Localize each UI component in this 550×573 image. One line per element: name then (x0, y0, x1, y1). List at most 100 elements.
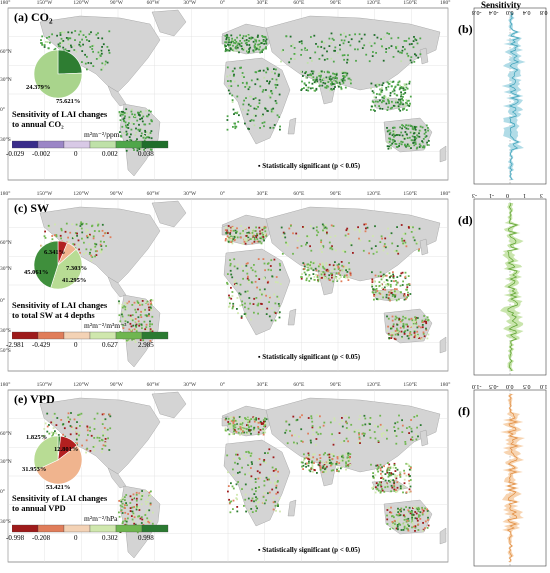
colorbar-value: 0.002 (102, 150, 118, 158)
colorbar-swatch (37, 140, 65, 149)
uncertainty-band (500, 203, 524, 371)
uncertainty-band (500, 394, 526, 562)
x-tick: 0.5 (523, 383, 531, 389)
lon-tick: 60°E (293, 382, 305, 388)
panel-label: (f) (458, 404, 470, 418)
pie-slice (50, 248, 83, 290)
side-panel-b: (b) -0.8 -0.4 0.0 0.4 0.8 (458, 0, 550, 188)
colorbar-swatch (12, 331, 39, 340)
colorbar-swatch (89, 331, 117, 340)
colorbar-value: 0.998 (138, 534, 154, 542)
colorbar-value: 0.038 (138, 150, 154, 158)
colorbar-swatch (115, 331, 143, 340)
significance-note: ▪ Statistically significant (p < 0.05) (258, 162, 361, 170)
sensitivity-profile (473, 389, 547, 567)
colorbar-swatch (37, 331, 65, 340)
colorbar-unit: m²m⁻²/m³m⁻³ (84, 321, 127, 330)
colorbar-swatch (63, 524, 91, 533)
lon-tick: 150°E (403, 0, 418, 6)
pie-chart (33, 49, 83, 99)
colorbar-swatch (12, 140, 39, 149)
colorbar (12, 331, 169, 340)
lon-tick: 30°W (183, 191, 197, 197)
lat-tick: 30°S (0, 137, 11, 143)
colorbar-unit: m²m⁻²/hPa (84, 514, 118, 523)
lon-tick: 90°W (110, 382, 123, 388)
lon-tick: 90°W (110, 0, 123, 6)
lon-tick: 30°E (256, 191, 268, 197)
pie-slice (35, 445, 83, 485)
pie-slice (33, 49, 83, 99)
lat-tick: 60°N (0, 240, 12, 246)
legend-caption-line2: to annual VPD (12, 503, 66, 513)
lat-tick: 0° (0, 489, 5, 495)
lon-tick: 150°W (36, 382, 53, 388)
colorbar-swatch (89, 140, 117, 149)
colorbar-value: 0 (74, 150, 78, 158)
sensitivity-profile (473, 7, 547, 185)
lon-tick: 120°E (366, 191, 381, 197)
pie-slice (33, 240, 59, 289)
sensitivity-title: Sensitivity (481, 0, 522, 10)
pie-label: 7.303% (66, 265, 88, 272)
lon-tick: 90°E (330, 0, 342, 6)
lat-tick: 30°N (0, 77, 12, 83)
pie-label: 24.379% (26, 84, 51, 91)
colorbar-value: -0.002 (32, 150, 51, 158)
legend-caption-line1: Sensitivity of LAI changes (12, 493, 108, 503)
lon-tick: 180° (0, 0, 11, 6)
world-map (7, 198, 449, 372)
panel-label: (d) (458, 213, 473, 227)
legend-caption-line1: Sensitivity of LAI changes (12, 300, 108, 310)
lon-tick: 60°E (293, 191, 305, 197)
lat-tick: 0° (0, 107, 5, 113)
lon-tick: 60°W (146, 0, 160, 6)
lon-tick: 150°E (403, 191, 418, 197)
colorbar-value: -0.429 (32, 341, 51, 349)
pie-chart (33, 435, 83, 485)
colorbar-value: -2.981 (6, 341, 25, 349)
pie-label: 45.061% (24, 269, 49, 276)
mean-line (506, 393, 519, 563)
lon-tick: 180° (0, 382, 11, 388)
colorbar-swatch (12, 524, 39, 533)
lon-tick: 30°E (256, 382, 268, 388)
lat-tick: 30°S (0, 328, 11, 334)
pie-label: 41.295% (62, 277, 87, 284)
pie-label: 53.421% (46, 484, 71, 491)
lon-tick: 180° (440, 191, 451, 197)
side-panel-d: (d) -3 -1 0 1 3 (458, 191, 550, 379)
legend-caption-line1: Sensitivity of LAI changes (12, 109, 108, 119)
panel-label: (e) VPD (14, 392, 55, 406)
lon-tick: 30°W (183, 382, 197, 388)
colorbar-value: -0.029 (6, 150, 25, 158)
sensitivity-profile (473, 198, 547, 376)
map-panel-vpd: 180° 150°W 120°W 90°W 60°W 30°W 0° 30°E 60°E 90°E… (0, 382, 450, 573)
lon-tick: 120°E (366, 0, 381, 6)
colorbar-value: -0.208 (32, 534, 51, 542)
mean-line (508, 11, 521, 181)
lon-tick: 150°E (403, 382, 418, 388)
significance-note: ▪ Statistically significant (p < 0.05) (258, 353, 361, 361)
colorbar-swatch (63, 331, 91, 340)
lon-tick: 30°E (256, 0, 268, 6)
legend-caption-line2: to total SW at 4 depths (12, 310, 95, 320)
lon-tick: 0° (220, 382, 225, 388)
lon-tick: 150°W (36, 191, 53, 197)
lat-tick: 30°N (0, 459, 12, 465)
lon-tick: 30°W (183, 0, 197, 6)
colorbar (12, 140, 169, 149)
significance-note: ▪ Statistically significant (p < 0.05) (258, 546, 361, 554)
lon-tick: 90°E (330, 191, 342, 197)
lon-tick: 90°W (110, 191, 123, 197)
lon-tick: 120°E (366, 382, 381, 388)
colorbar-swatch (115, 524, 143, 533)
lon-tick: 180° (0, 191, 11, 197)
lat-tick: 50°S (0, 348, 11, 354)
lat-tick: 30°S (0, 519, 11, 525)
colorbar-swatch (89, 524, 117, 533)
colorbar-swatch (141, 140, 169, 149)
x-tick: -1 (489, 192, 494, 198)
pie-label: 75.621% (56, 98, 81, 105)
colorbar-swatch (63, 140, 91, 149)
